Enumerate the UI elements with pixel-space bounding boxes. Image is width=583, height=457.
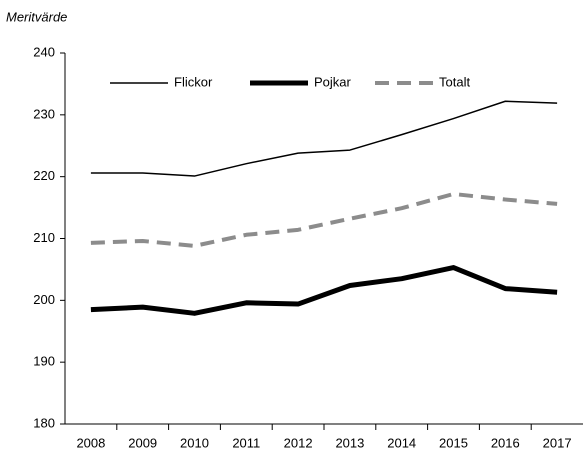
y-tick-label: 210: [33, 230, 55, 245]
x-tick-label: 2013: [335, 435, 364, 450]
y-tick-label: 180: [33, 415, 55, 430]
series-line: [90, 265, 558, 316]
x-tick-label: 2008: [76, 435, 105, 450]
x-tick-label: 2010: [180, 435, 209, 450]
series-line: [90, 100, 558, 177]
x-tick-label: 2011: [232, 435, 260, 450]
legend-label: Totalt: [439, 74, 470, 89]
x-tick-label: 2009: [128, 435, 157, 450]
x-tick-label: 2016: [491, 435, 520, 450]
y-tick-label: 200: [33, 292, 55, 307]
y-tick-label: 190: [33, 354, 55, 369]
x-tick-label: 2015: [439, 435, 468, 450]
x-tick-label: 2014: [387, 435, 416, 450]
y-tick-label: 220: [33, 168, 55, 183]
legend-label: Flickor: [174, 74, 213, 89]
y-tick-label: 230: [33, 106, 55, 121]
y-axis-label: Meritvärde: [6, 9, 67, 24]
series-line: [90, 191, 558, 248]
x-tick-label: 2012: [284, 435, 313, 450]
legend-label: Pojkar: [314, 74, 352, 89]
x-tick-label: 2017: [543, 435, 572, 450]
y-tick-label: 240: [33, 44, 55, 59]
